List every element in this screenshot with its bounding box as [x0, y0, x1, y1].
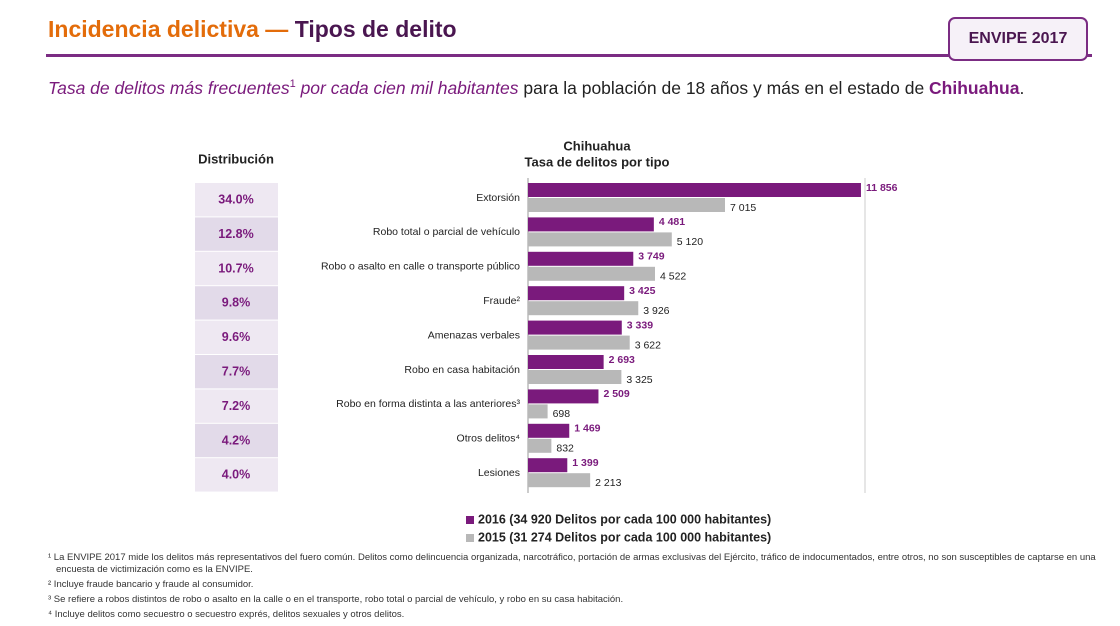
- bar: [528, 251, 634, 266]
- distribution-value: 10.7%: [218, 261, 253, 275]
- bar: [528, 286, 625, 301]
- chart-title: Chihuahua: [563, 138, 631, 153]
- badge: ENVIPE 2017: [948, 17, 1088, 61]
- bar: [528, 232, 672, 247]
- category-label: Lesiones: [478, 467, 520, 479]
- value-label: 4 522: [660, 271, 686, 283]
- bar: [528, 404, 548, 419]
- distribution-cell: [195, 355, 278, 389]
- value-label: 698: [553, 408, 571, 420]
- value-label: 1 469: [574, 423, 600, 435]
- subtitle-segment: por cada cien mil habitantes: [295, 78, 519, 98]
- value-label: 3 749: [638, 251, 664, 263]
- category-label: Otros delitos⁴: [457, 433, 520, 445]
- bar: [528, 198, 726, 212]
- value-label: 832: [556, 443, 574, 455]
- distribution-cell: [195, 183, 278, 217]
- category-label: Robo en casa habitación: [404, 364, 520, 376]
- distribution-value: 9.8%: [222, 296, 251, 310]
- bar: [528, 355, 604, 369]
- subtitle-segment: .: [1019, 78, 1025, 98]
- footnote: ² Incluye fraude bancario y fraude al co…: [48, 579, 254, 590]
- chart: Distribución 34.0% 12.8% 10.7% 9.8% 9.6% 7.7% 7…: [195, 138, 898, 544]
- subtitle-segment: 1: [289, 78, 296, 91]
- bar: [528, 458, 568, 473]
- bar: [528, 266, 655, 281]
- bar: [528, 320, 622, 335]
- bar: [528, 335, 630, 350]
- slide-title: Incidencia delictiva — Tipos de delito: [48, 16, 457, 43]
- value-label: 1 399: [572, 457, 598, 469]
- distribution-cell: [195, 320, 278, 354]
- distribution-value: 7.2%: [222, 399, 251, 413]
- distribution-cell: [195, 423, 278, 458]
- category-label: Robo en forma distinta a las anteriores³: [336, 398, 520, 410]
- bar: [528, 389, 599, 404]
- legend-swatch: [466, 516, 474, 524]
- chart-subtitle: Tasa de delitos por tipo: [525, 154, 670, 169]
- subtitle: Tasa de delitos más frecuentes1 por cada…: [48, 76, 1084, 100]
- distribution-value: 34.0%: [218, 192, 253, 206]
- value-label: 3 622: [635, 339, 661, 351]
- category-label: Amenazas verbales: [428, 329, 520, 341]
- distribution-title: Distribución: [198, 151, 274, 166]
- value-label: 2 509: [603, 388, 629, 400]
- value-label: 4 481: [659, 216, 685, 228]
- distribution-value: 9.6%: [222, 330, 251, 344]
- footnote: ³ Se refiere a robos distintos de robo o…: [48, 594, 624, 605]
- bar: [528, 183, 861, 197]
- title-rule: [46, 54, 1092, 57]
- footnote: ⁴ Incluye delitos como secuestro o secue…: [48, 609, 405, 620]
- bar: [528, 438, 552, 453]
- subtitle-segment: Chihuahua: [929, 78, 1020, 98]
- value-label: 2 213: [595, 477, 621, 489]
- value-label: 2 693: [609, 354, 635, 366]
- distribution-cell: [195, 389, 278, 423]
- bar: [528, 370, 622, 384]
- title-part: Incidencia delictiva —: [48, 16, 295, 42]
- category-label: Robo o asalto en calle o transporte públ…: [321, 261, 520, 273]
- distribution-cell: [195, 217, 278, 251]
- bar: [528, 217, 654, 232]
- distribution-value: 4.2%: [222, 433, 251, 447]
- value-label: 3 339: [627, 319, 653, 331]
- category-label: Robo total o parcial de vehículo: [373, 226, 520, 238]
- subtitle-segment: Tasa de delitos más frecuentes: [48, 78, 290, 98]
- legend-label: 2016 (34 920 Delitos por cada 100 000 ha…: [478, 512, 771, 526]
- subtitle-segment: para la población de 18 años y más en el…: [518, 78, 930, 98]
- bar: [528, 423, 570, 438]
- value-label: 7 015: [730, 202, 756, 214]
- distribution-value: 7.7%: [222, 364, 251, 378]
- legend-label: 2015 (31 274 Delitos por cada 100 000 ha…: [478, 530, 771, 544]
- distribution-value: 12.8%: [218, 227, 253, 241]
- legend-swatch: [466, 534, 474, 542]
- category-label: Fraude²: [483, 295, 520, 307]
- category-label: Extorsión: [476, 192, 520, 204]
- value-label: 11 856: [866, 182, 898, 194]
- value-label: 3 926: [643, 305, 669, 317]
- distribution-cell: [195, 251, 278, 286]
- title-part: Tipos de delito: [294, 16, 457, 42]
- value-label: 5 120: [677, 236, 703, 248]
- footnotes: ¹ La ENVIPE 2017 mide los delitos más re…: [48, 552, 1098, 624]
- distribution-cell: [195, 458, 278, 492]
- value-label: 3 425: [629, 285, 655, 297]
- footnote: ¹ La ENVIPE 2017 mide los delitos más re…: [48, 552, 1096, 575]
- distribution-cell: [195, 286, 278, 320]
- bar: [528, 473, 591, 488]
- value-label: 3 325: [626, 374, 652, 386]
- bar: [528, 301, 639, 316]
- distribution-value: 4.0%: [222, 468, 251, 482]
